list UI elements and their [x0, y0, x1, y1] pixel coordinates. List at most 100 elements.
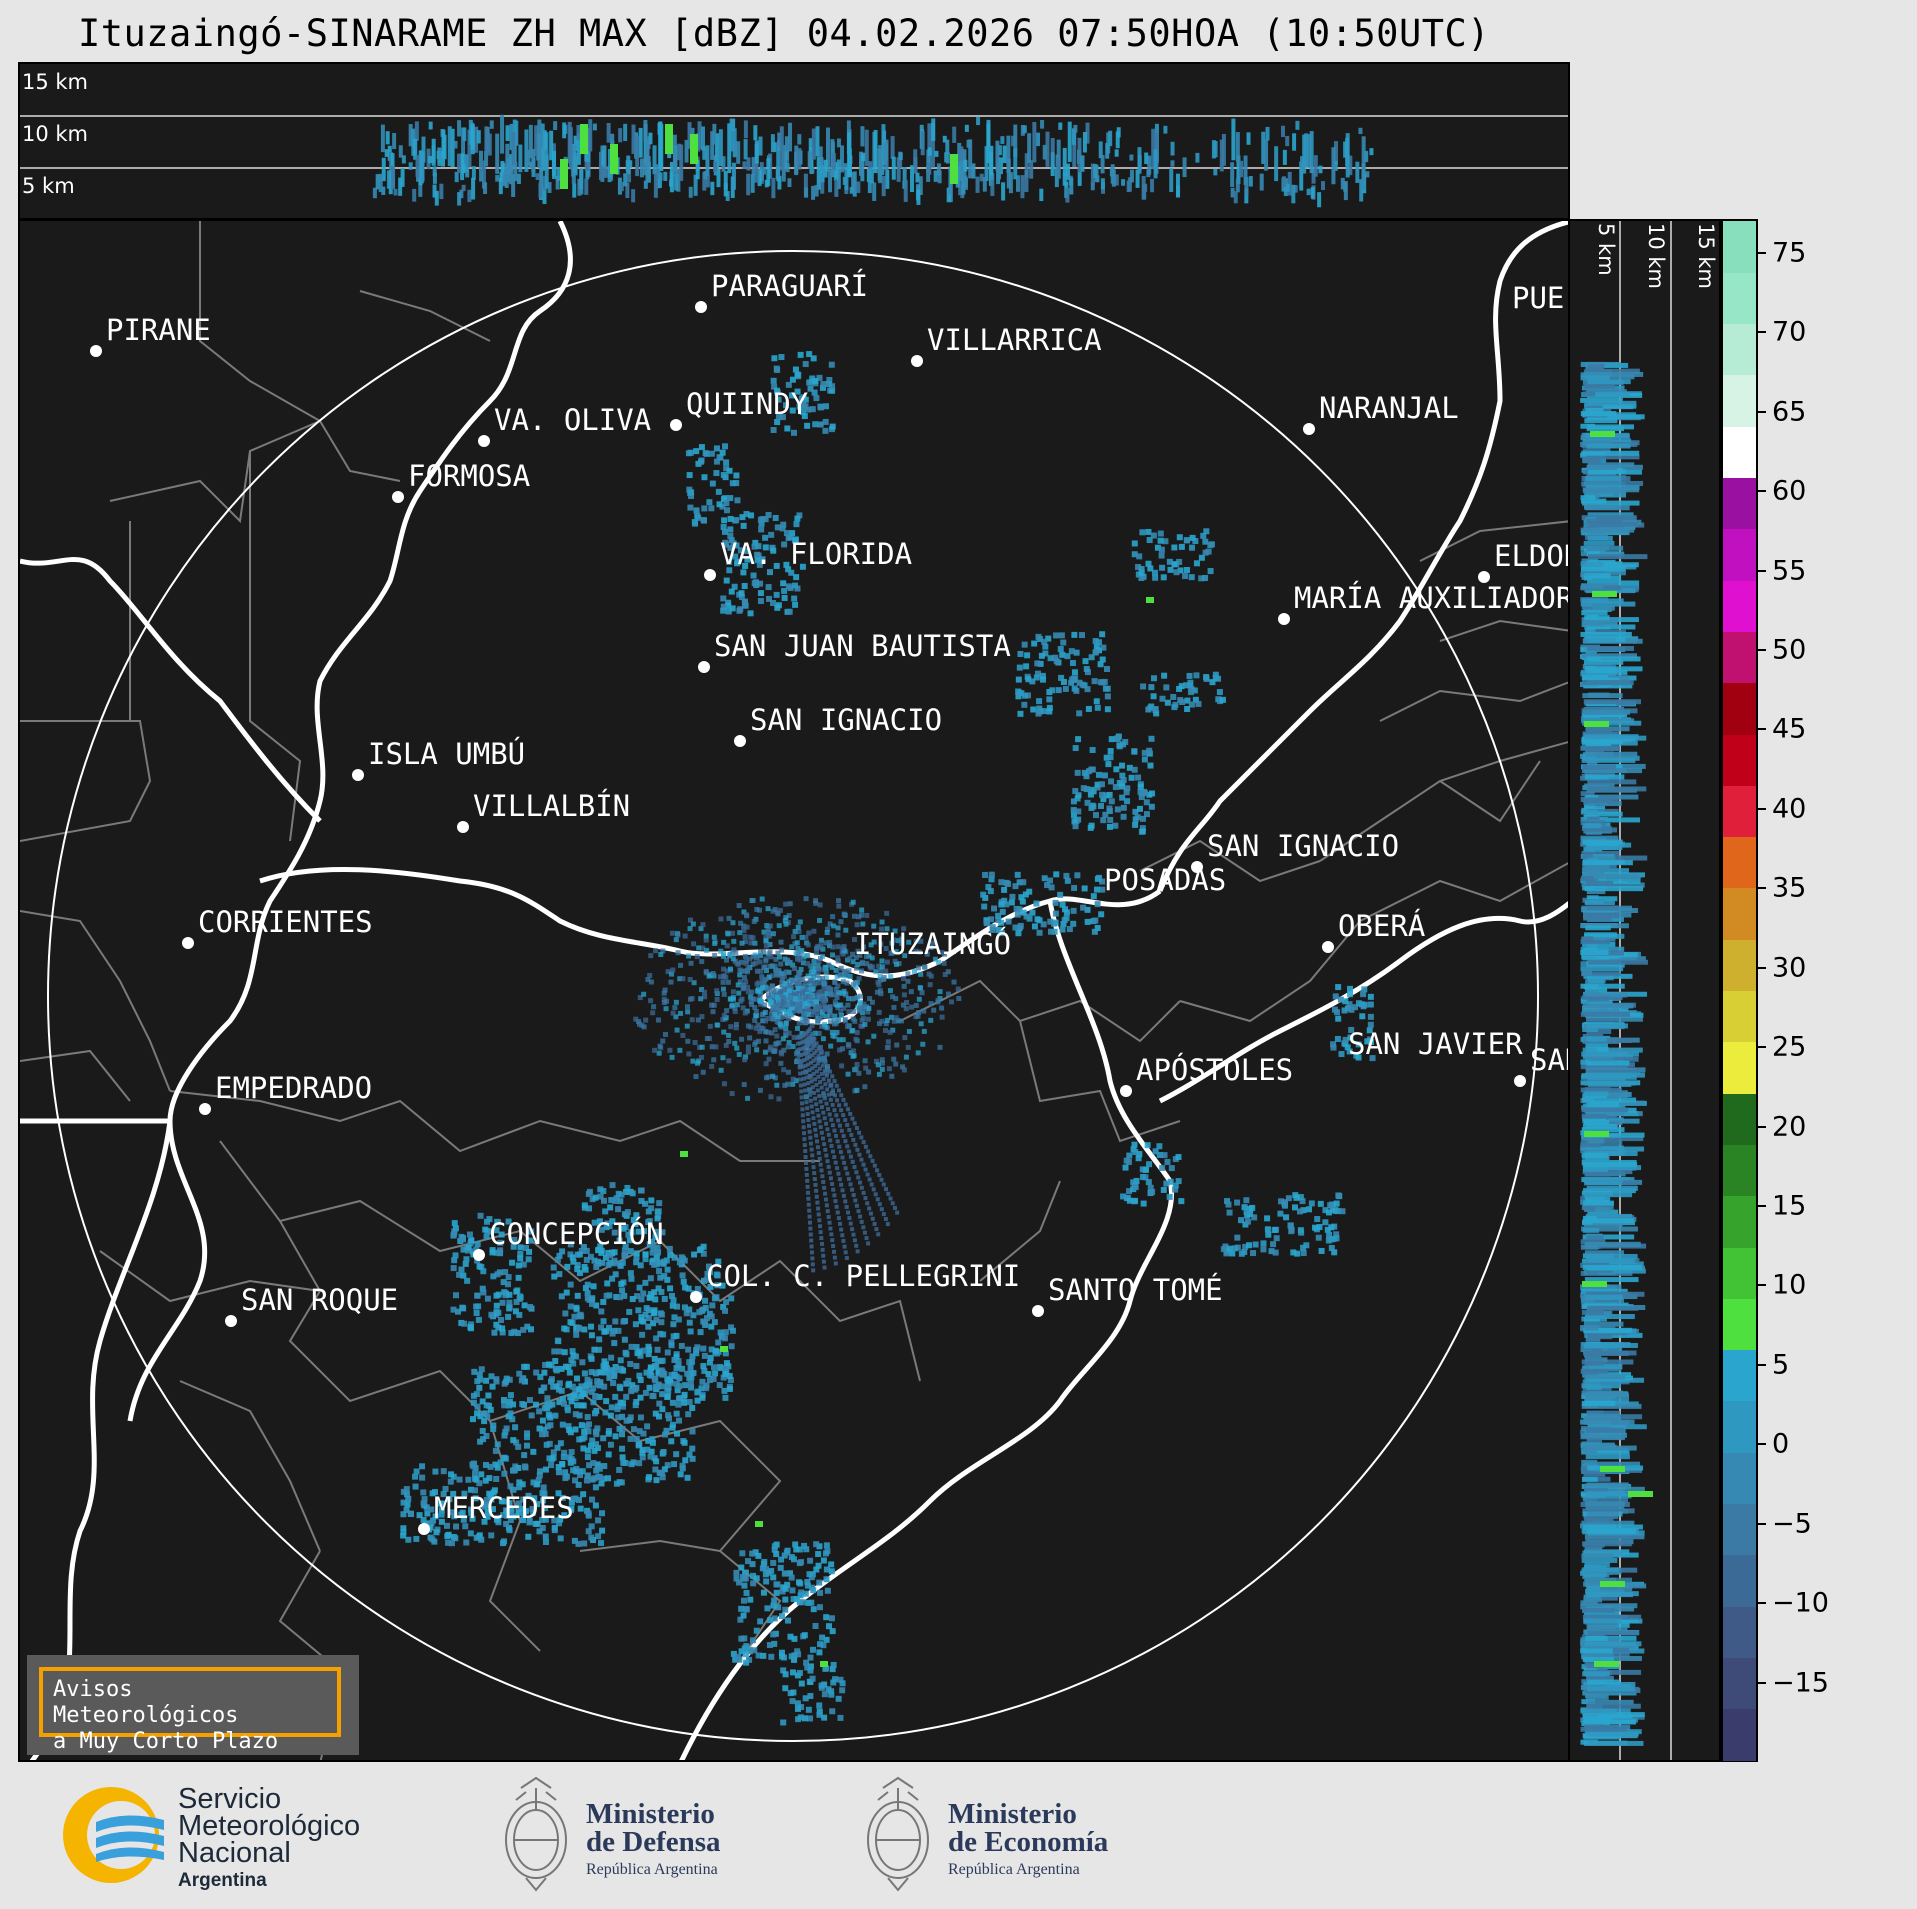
radar-echo [671, 1314, 678, 1321]
radar-echo [663, 171, 668, 181]
radar-echo [804, 422, 811, 429]
radar-echo [568, 1505, 575, 1512]
radar-echo [859, 1135, 864, 1140]
radar-echo [673, 1332, 680, 1339]
radar-echo [1309, 131, 1314, 174]
radar-echo [718, 129, 723, 167]
radar-echo [814, 1056, 819, 1061]
radar-echo [865, 1201, 870, 1206]
radar-echo [757, 590, 764, 597]
radar-echo [412, 1473, 419, 1480]
radar-echo [682, 1382, 689, 1389]
radar-echo [1070, 907, 1077, 914]
radar-echo [957, 142, 962, 167]
radar-echo [1017, 650, 1024, 657]
radar-echo [738, 594, 745, 601]
radar-echo [633, 1212, 640, 1219]
radar-echo [451, 1513, 458, 1520]
radar-echo [679, 1462, 686, 1469]
radar-echo [869, 999, 875, 1005]
radar-echo [770, 973, 776, 979]
radar-echo [836, 159, 841, 190]
radar-echo [613, 1480, 620, 1487]
radar-echo [846, 1009, 852, 1015]
radar-echo [789, 979, 795, 985]
radar-echo [799, 1016, 805, 1022]
radar-echo [1101, 772, 1108, 779]
radar-echo [461, 184, 466, 192]
radar-echo [1277, 1210, 1284, 1217]
radar-echo [603, 1369, 610, 1376]
radar-echo [752, 1549, 759, 1556]
radar-echo [757, 953, 763, 959]
radar-echo [816, 1150, 821, 1155]
radar-echo [860, 944, 866, 950]
radar-echo [658, 952, 664, 958]
radar-echo [559, 1248, 566, 1255]
radar-echo [454, 1308, 461, 1315]
radar-echo [727, 966, 733, 972]
radar-echo [1223, 1250, 1230, 1257]
radar-echo [720, 1303, 727, 1310]
radar-echo [733, 143, 738, 150]
radar-echo [457, 192, 462, 206]
radar-echo [528, 1228, 535, 1235]
radar-echo [795, 1035, 800, 1040]
radar-echo [569, 1383, 576, 1390]
radar-echo [545, 1411, 552, 1418]
radar-echo [778, 1005, 784, 1011]
radar-echo [921, 1028, 927, 1034]
radar-echo [542, 187, 547, 204]
radar-echo [413, 138, 418, 160]
radar-echo [1060, 678, 1067, 685]
radar-echo [628, 1229, 635, 1236]
radar-echo [598, 1324, 605, 1331]
radar-echo [550, 1383, 557, 1390]
radar-echo [591, 1410, 598, 1417]
radar-echo [832, 1013, 838, 1019]
radar-echo [788, 995, 794, 1001]
radar-echo [1047, 918, 1054, 925]
radar-echo [804, 1044, 809, 1049]
radar-echo [774, 1581, 781, 1588]
radar-echo [538, 1387, 545, 1394]
radar-echo [542, 1361, 549, 1368]
radar-echo [806, 1008, 812, 1014]
radar-echo [800, 1107, 805, 1112]
radar-echo [537, 119, 542, 169]
radar-echo [452, 1252, 459, 1259]
radar-echo [1080, 155, 1085, 172]
radar-echo [655, 1285, 662, 1292]
radar-map[interactable]: PARAGUARÍ VILLARRICA PIRANE QUIINDY VA. … [18, 219, 1570, 1762]
radar-echo [900, 1064, 906, 1070]
radar-echo [818, 146, 823, 163]
radar-echo [452, 1225, 459, 1232]
radar-echo [810, 1053, 815, 1058]
radar-echo [650, 1245, 657, 1252]
radar-echo [662, 1431, 669, 1438]
radar-echo [942, 135, 947, 143]
radar-echo [1213, 168, 1218, 176]
radar-echo [999, 930, 1006, 937]
radar-echo [520, 1496, 527, 1503]
radar-echo [703, 937, 709, 943]
radar-echo [1342, 1036, 1349, 1043]
radar-echo [774, 1082, 780, 1088]
radar-echo [591, 1257, 598, 1264]
radar-echo [403, 1486, 410, 1493]
radar-echo [821, 967, 827, 973]
radar-echo [729, 480, 736, 487]
radar-echo [633, 1250, 640, 1257]
radar-echo [688, 1374, 695, 1381]
radar-echo [610, 144, 618, 174]
radar-echo [473, 1303, 480, 1310]
radar-echo [839, 1063, 845, 1069]
radar-echo [885, 1039, 891, 1045]
radar-echo [1126, 180, 1131, 193]
radar-echo [381, 157, 386, 182]
radar-echo [679, 144, 684, 181]
radar-echo [576, 125, 581, 140]
radar-echo [646, 1218, 653, 1225]
radar-echo [814, 1041, 819, 1046]
radar-echo [987, 888, 994, 895]
